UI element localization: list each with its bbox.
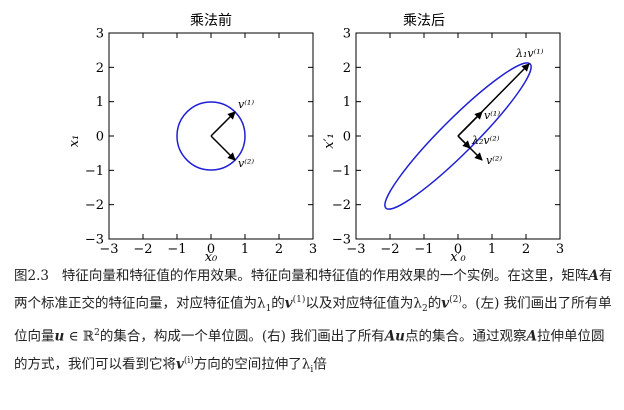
- left-y-tick-labels: 3 2 1 0 −1 −2 −3: [85, 27, 104, 248]
- figure-caption: 图2.3 特征向量和特征值的作用效果。特征向量和特征值的作用效果的一个实例。在这…: [14, 264, 614, 382]
- vector-v-symbol: v: [284, 295, 293, 312]
- vector-v2-right: [457, 135, 483, 161]
- matrix-A-2: A: [526, 328, 537, 345]
- lambda-symbol-3: λ: [301, 356, 311, 373]
- left-panel-title: 乘法前: [190, 12, 232, 29]
- caption-text-9: 方向的空间拉伸了: [193, 356, 302, 373]
- vector-v2: [210, 135, 236, 161]
- right-panel-title: 乘法后: [403, 13, 445, 29]
- caption-text-1: 特征向量和特征值的作用效果。特征向量和特征值的作用效果的一个实例。在这里，矩阵: [61, 268, 589, 284]
- left-x-tick-label: −1: [167, 242, 186, 257]
- subscript-i: i: [310, 364, 314, 375]
- left-y-tick-label: 0: [96, 130, 104, 145]
- left-x-tick-label: 2: [275, 242, 283, 257]
- label-v1: v⁽¹⁾: [238, 98, 254, 111]
- right-x-tick-label: 1: [488, 242, 496, 257]
- label-v2: v⁽²⁾: [238, 157, 254, 170]
- Au-symbol: Au: [384, 328, 405, 345]
- label-lambda2-v2: λ₂v⁽²⁾: [471, 134, 500, 147]
- right-x-tick-labels: −3 −2 −1 0 1 2 3: [346, 242, 564, 257]
- right-x-tick-label: −2: [380, 242, 399, 257]
- figure-number: 图2.3: [14, 268, 49, 284]
- lambda-symbol: λ: [257, 295, 266, 312]
- unit-circle: [176, 101, 246, 171]
- left-y-tick-label: 2: [96, 61, 104, 76]
- left-y-tick-label: 3: [96, 27, 104, 42]
- right-y-tick-label: 1: [343, 95, 351, 110]
- subscript-2: 2: [421, 304, 428, 315]
- right-y-tick-label: 0: [343, 130, 351, 145]
- right-x-tick-label: −3: [346, 242, 365, 257]
- right-y-axis-label: x′₁: [322, 133, 337, 149]
- left-x-tick-label: 1: [241, 242, 249, 257]
- subscript-1: 1: [265, 304, 272, 315]
- left-y-tick-label: 1: [96, 95, 104, 110]
- right-x-tick-label: 2: [522, 242, 530, 257]
- right-y-tick-label: −3: [332, 233, 351, 248]
- right-x-tick-label: 3: [556, 242, 564, 257]
- left-y-tick-label: −2: [85, 198, 104, 213]
- element-of: ∈: [64, 328, 83, 345]
- right-y-tick-label: −1: [332, 164, 351, 179]
- right-y-tick-label: −2: [332, 198, 351, 213]
- caption-text-3b: 的: [427, 295, 442, 312]
- superscript-i: (i): [183, 355, 194, 366]
- left-y-tick-label: −3: [85, 233, 104, 248]
- right-y-tick-label: 2: [343, 61, 351, 76]
- caption-text-7: 点的集合。通过观察: [405, 328, 527, 345]
- matrix-A: A: [588, 268, 599, 284]
- right-x-axis-label: x′₀: [450, 250, 466, 262]
- label-lambda1-v1: λ₁v⁽¹⁾: [515, 47, 544, 60]
- caption-text-10: 倍: [313, 356, 327, 373]
- lambda-symbol-2: λ: [413, 295, 422, 312]
- vector-u-symbol: u: [54, 328, 65, 345]
- caption-text-2: 有两个标准正交的特征向量，对应特征值为: [14, 268, 613, 312]
- left-x-tick-label: 0: [207, 242, 215, 257]
- right-x-tick-label: 0: [454, 242, 462, 257]
- left-panel: 乘法前 −3 −2 −1 0 1 2 3 3 2 1 0 −1 −2 −3 x₀ x₁ v⁽¹⁾ v⁽²…: [67, 12, 317, 262]
- right-tick-marks: [355, 32, 561, 240]
- left-x-axis-label: x₀: [205, 250, 218, 262]
- left-tick-marks: [108, 32, 314, 240]
- left-x-tick-label: −2: [133, 242, 152, 257]
- left-y-tick-label: −1: [85, 164, 104, 179]
- label-v2-right: v⁽²⁾: [486, 154, 502, 167]
- right-y-tick-labels: 3 2 1 0 −1 −2 −3: [332, 27, 351, 248]
- superscript-1: (1): [292, 295, 306, 305]
- right-x-tick-label: −1: [414, 242, 433, 257]
- left-x-tick-labels: −3 −2 −1 0 1 2 3: [99, 242, 317, 257]
- vector-v1: [210, 111, 236, 137]
- caption-text-6: 的集合，构成一个单位圆。(右) 我们画出了所有: [99, 328, 385, 345]
- superscript-sq: 2: [94, 328, 100, 339]
- right-y-tick-label: 3: [343, 27, 351, 42]
- caption-text-5: 。(左) 我们画出了所有单位向量: [14, 295, 612, 345]
- caption-text-8: 拉伸单位圆的方式，我们可以看到它将: [14, 328, 605, 373]
- caption-text-4: 以及对应特征值为: [305, 295, 414, 312]
- caption-text-3: 的: [271, 295, 285, 312]
- figure: 乘法前 −3 −2 −1 0 1 2 3 3 2 1 0 −1 −2 −3 x₀ x₁ v⁽¹⁾ v⁽²…: [67, 12, 564, 262]
- reals-symbol: ℝ: [82, 328, 95, 345]
- left-x-tick-label: −3: [99, 242, 118, 257]
- label-v1-right: v⁽¹⁾: [484, 109, 500, 122]
- left-y-axis-label: x₁: [67, 135, 82, 148]
- left-x-tick-label: 3: [309, 242, 317, 257]
- superscript-2: (2): [449, 295, 462, 305]
- vector-v-symbol-2: v: [441, 295, 450, 312]
- vector-v-symbol-3: v: [176, 356, 184, 373]
- right-panel: 乘法后 −3 −2 −1 0 1 2 3 3 2 1 0 −1 −2 −3 x′₀ x′₁ λ₁v⁽¹⁾…: [322, 13, 564, 262]
- vector-v1-right: [457, 111, 483, 137]
